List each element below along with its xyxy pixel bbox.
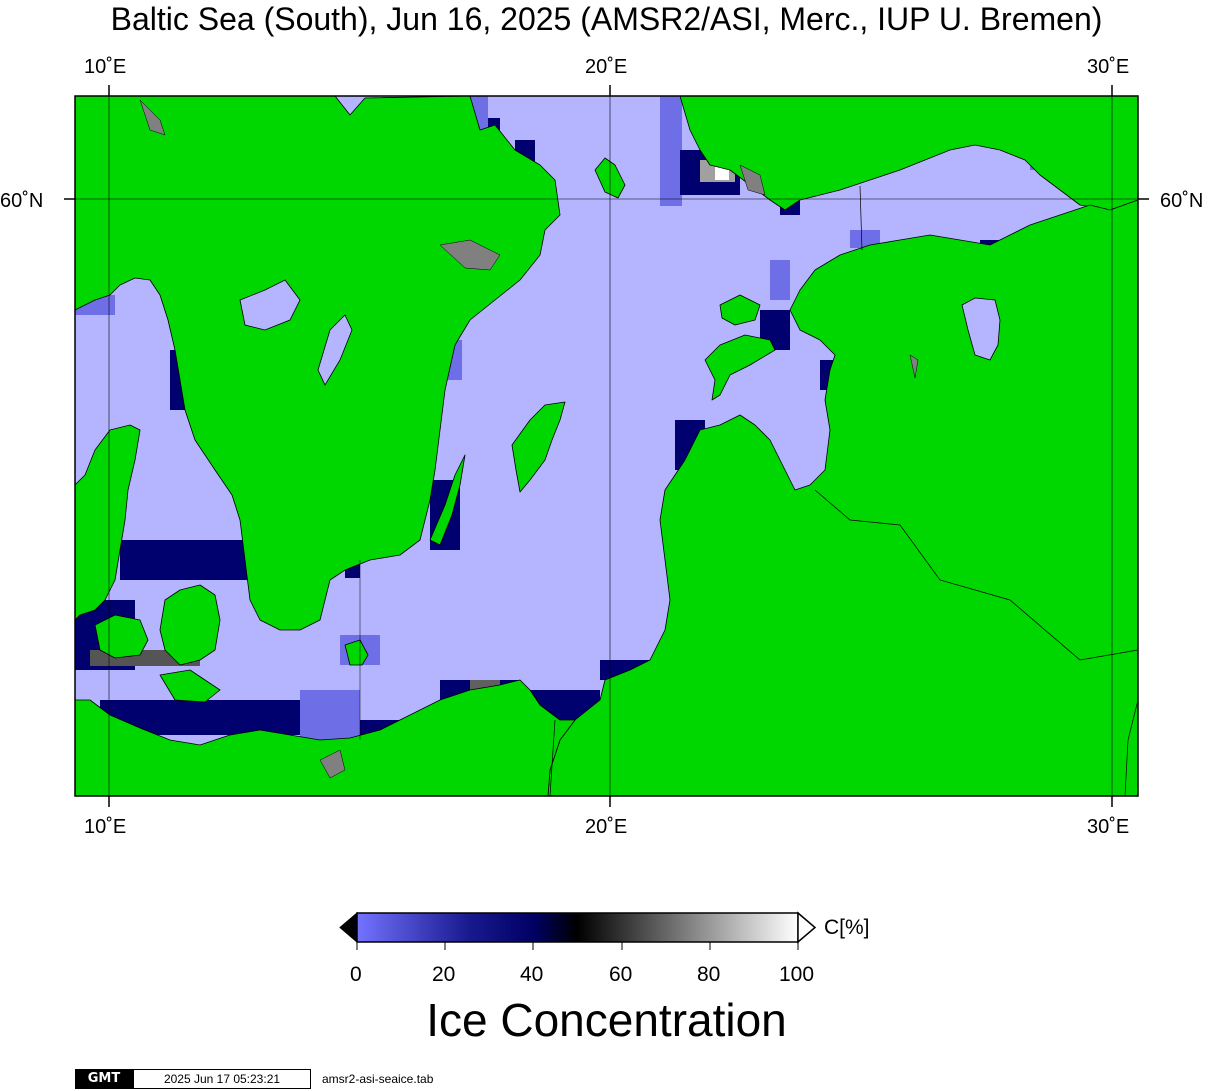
gmt-logo: GMT [75, 1069, 133, 1089]
lat-label-right-60n: 60˚N [1160, 190, 1204, 212]
colorbar-gradient [356, 912, 799, 943]
timestamp-stamp: 2025 Jun 17 05:23:21 [133, 1069, 311, 1089]
colorbar-tick-20: 20 [432, 963, 456, 986]
land-zealand [159, 584, 221, 666]
lon-label-top-30e: 30˚E [1087, 56, 1130, 78]
map-title: Baltic Sea (South), Jun 16, 2025 (AMSR2/… [110, 1, 1103, 37]
land-hiiumaa [719, 294, 761, 326]
colorbar-tick-0: 0 [350, 963, 362, 986]
colorbar-tick-100: 100 [779, 963, 815, 986]
lakes [239, 279, 1001, 386]
land-scandinavia [75, 96, 561, 631]
lat-label-left-60n: 60˚N [0, 190, 44, 212]
land-saaremaa [704, 334, 776, 401]
graticule [75, 96, 1138, 796]
colorbar-tick-60: 60 [609, 963, 633, 986]
map-frame [74, 95, 1139, 797]
lon-label-bottom-30e: 30˚E [1087, 816, 1130, 838]
land-funen [94, 614, 149, 659]
grey-pixels [139, 99, 919, 779]
land-bornholm [344, 639, 369, 666]
colorbar-unit: C[%] [824, 916, 870, 939]
land-south-coast [75, 679, 576, 796]
lake-vattern [317, 314, 353, 386]
lake-vanern [239, 279, 301, 331]
land-finland [679, 96, 1138, 211]
colorbar-title: Ice Concentration [426, 994, 787, 1046]
lon-label-top-10e: 10˚E [84, 56, 127, 78]
land-lolland [159, 669, 221, 703]
land-oland [429, 454, 466, 546]
colorbar-tick-40: 40 [520, 963, 544, 986]
command-name: amsr2-asi-seaice.tab [322, 1072, 434, 1086]
lon-label-bottom-20e: 20˚E [585, 816, 628, 838]
lake-peipus [961, 297, 1001, 361]
frame-ticks [64, 85, 1149, 807]
colorbar-tick-80: 80 [697, 963, 721, 986]
land-gotland [511, 401, 566, 493]
lon-label-bottom-10e: 10˚E [84, 816, 127, 838]
lon-label-top-20e: 20˚E [585, 56, 628, 78]
map-area [75, 96, 1138, 796]
land-jutland [75, 424, 141, 621]
borders [549, 185, 1138, 796]
colorbar-low-triangle [339, 911, 358, 944]
colorbar [339, 911, 817, 950]
colorbar-high-triangle [797, 911, 817, 944]
